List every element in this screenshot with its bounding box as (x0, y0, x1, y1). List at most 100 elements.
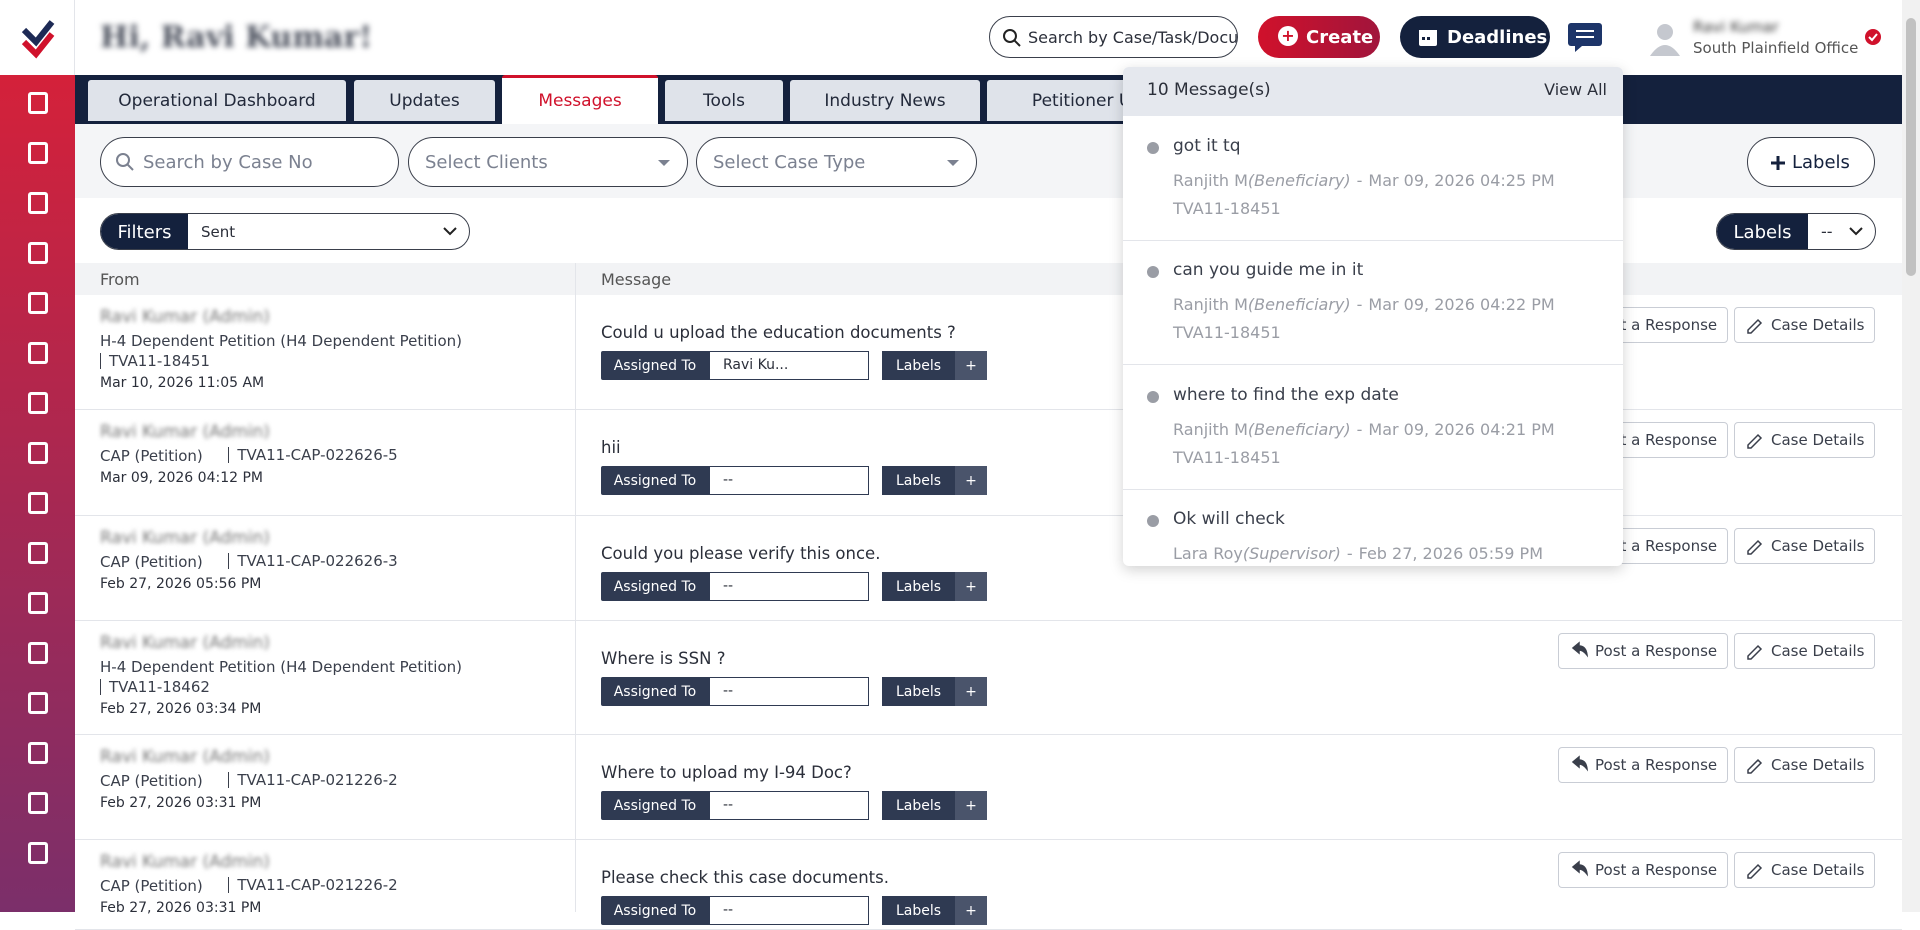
button-icon (1747, 863, 1763, 879)
sidebar-icon[interactable] (28, 142, 48, 164)
sidebar-icon[interactable] (28, 842, 48, 864)
clients-select[interactable]: Select Clients (408, 137, 688, 187)
sidebar-icon[interactable] (28, 492, 48, 514)
add-label-button[interactable]: + (955, 791, 987, 820)
post-response-button[interactable]: Post a Response (1558, 633, 1728, 669)
case-number: TVA11-CAP-022626-5 (228, 447, 398, 463)
assignee-input[interactable]: -- (709, 466, 869, 495)
assignee-input[interactable]: -- (709, 572, 869, 601)
notification-meta: Ranjith M(Beneficiary) - Mar 09, 2026 04:2… (1173, 295, 1555, 314)
add-label-button[interactable]: + (955, 677, 987, 706)
add-label-button[interactable]: + (955, 466, 987, 495)
tab[interactable]: Updates (354, 80, 495, 121)
global-search[interactable]: Search by Case/Task/Docu (989, 16, 1238, 58)
case-type: H-4 Dependent Petition (H4 Dependent Pet… (100, 658, 462, 676)
assignee-input[interactable]: -- (709, 791, 869, 820)
table-header (75, 263, 1902, 295)
tab[interactable]: Operational Dashboard (88, 80, 346, 121)
message-count: 10 Message(s) (1147, 80, 1271, 100)
sidebar-icon[interactable] (28, 542, 48, 564)
notification-meta: Ranjith M(Beneficiary) - Mar 09, 2026 04:2… (1173, 171, 1555, 190)
logo (21, 20, 55, 59)
case-details-button[interactable]: Case Details (1734, 307, 1875, 343)
date: Feb 27, 2026 05:56 PM (100, 576, 262, 592)
sidebar-icon[interactable] (28, 92, 48, 114)
case-type: CAP (Petition) (100, 772, 203, 790)
case-details-button[interactable]: Case Details (1734, 528, 1875, 564)
case-type: CAP (Petition) (100, 553, 203, 571)
tab[interactable]: Messages (502, 75, 658, 124)
labels-select[interactable]: Labels -- (1716, 213, 1876, 250)
notification-divider (1123, 488, 1623, 490)
case-details-button[interactable]: Case Details (1734, 633, 1875, 669)
case-search[interactable]: Search by Case No (100, 137, 399, 187)
add-label-button[interactable]: + (955, 896, 987, 925)
sidebar-icon[interactable] (28, 242, 48, 264)
filter-value: Sent (201, 223, 236, 241)
button-icon (1747, 644, 1763, 660)
sidebar-icon[interactable] (28, 192, 48, 214)
sidebar-icon[interactable] (28, 292, 48, 314)
notification-sep: - (1356, 419, 1363, 439)
assignee-input[interactable]: -- (709, 896, 869, 925)
sidebar-icon[interactable] (28, 592, 48, 614)
case-details-button[interactable]: Case Details (1734, 422, 1875, 458)
sidebar-icon[interactable] (28, 392, 48, 414)
notification-role: (Supervisor) (1242, 543, 1341, 563)
post-response-button[interactable]: Post a Response (1558, 747, 1728, 783)
notification-message[interactable]: where to find the exp date (1173, 384, 1399, 405)
notification-date: Mar 09, 2026 04:21 PM (1368, 419, 1555, 439)
case-type: CAP (Petition) (100, 877, 203, 895)
filters-select[interactable]: Filters Sent (100, 213, 470, 250)
assignee-input[interactable]: Ravi Ku... (709, 351, 869, 380)
sidebar-icon[interactable] (28, 442, 48, 464)
notification-meta: Lara Roy(Supervisor) - Feb 27, 2026 05:59 … (1173, 544, 1543, 563)
tab[interactable]: Industry News (790, 80, 980, 121)
message-row (75, 621, 1902, 735)
button-icon (1747, 318, 1763, 334)
sidebar-icon[interactable] (28, 742, 48, 764)
button-icon (1571, 755, 1589, 772)
unread-dot (1147, 142, 1159, 154)
scroll-thumb[interactable] (1906, 18, 1916, 276)
column-header: Message (601, 270, 672, 289)
sidebar-icon[interactable] (28, 692, 48, 714)
tab[interactable]: Tools (665, 80, 783, 121)
deadlines-button[interactable]: Deadlines (1400, 16, 1550, 58)
notification-role: (Beneficiary) (1247, 419, 1351, 439)
user-name: Ravi Kumar (1693, 18, 1779, 36)
assignee-input[interactable]: -- (709, 677, 869, 706)
sender: Ravi Kumar (Admin) (100, 633, 270, 653)
status-icon[interactable] (1864, 28, 1882, 46)
messages-icon[interactable] (1567, 22, 1603, 52)
create-button[interactable]: + Create (1258, 16, 1380, 58)
filters-label: Filters (101, 214, 188, 249)
sidebar-icon[interactable] (28, 342, 48, 364)
deadlines-label: Deadlines (1447, 26, 1548, 48)
scrollbar (1902, 0, 1920, 912)
post-response-button[interactable]: Post a Response (1558, 528, 1728, 564)
case-number: TVA11-CAP-022626-3 (228, 553, 398, 569)
sidebar-icon[interactable] (28, 642, 48, 664)
office: South Plainfield Office (1693, 39, 1859, 57)
notification-role: (Beneficiary) (1247, 295, 1351, 315)
add-label-button[interactable]: + (955, 572, 987, 601)
labels-filter-label: Labels (1717, 214, 1808, 249)
assigned-to-label: Assigned To (601, 896, 709, 925)
view-all-link[interactable]: View All (1544, 80, 1607, 99)
add-labels-button[interactable]: Labels (1747, 137, 1875, 187)
labels-tag: Labels (882, 466, 955, 495)
clients-placeholder: Select Clients (425, 151, 548, 173)
notification-message[interactable]: Ok will check (1173, 508, 1285, 529)
case-details-button[interactable]: Case Details (1734, 747, 1875, 783)
notification-message[interactable]: got it tq (1173, 136, 1241, 156)
case-details-button[interactable]: Case Details (1734, 852, 1875, 888)
notification-message[interactable]: can you guide me in it (1173, 260, 1364, 281)
case-type-select[interactable]: Select Case Type (696, 137, 977, 187)
assigned-to-label: Assigned To (601, 791, 709, 820)
notification-case: TVA11-18451 (1173, 199, 1281, 218)
message-row (75, 735, 1902, 840)
add-label-button[interactable]: + (955, 351, 987, 380)
sidebar-icon[interactable] (28, 792, 48, 814)
post-response-button[interactable]: Post a Response (1558, 852, 1728, 888)
